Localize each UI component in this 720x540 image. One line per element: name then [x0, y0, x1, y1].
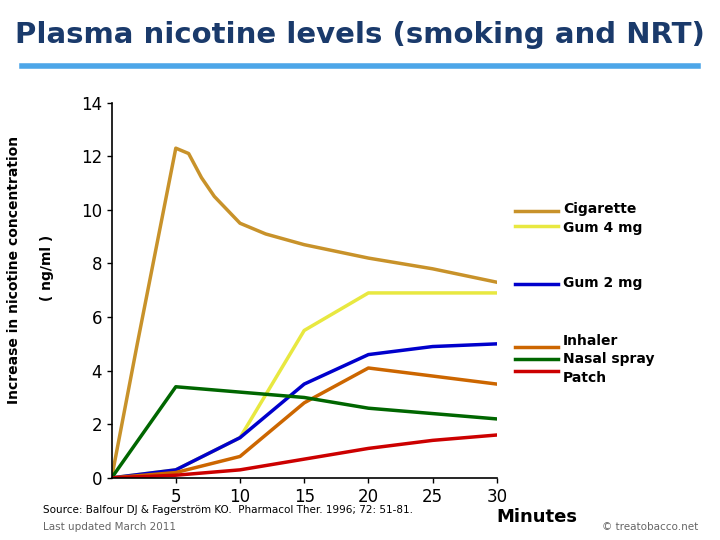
Text: Minutes: Minutes [497, 508, 578, 526]
Text: Source: Balfour DJ & Fagerström KO.  Pharmacol Ther. 1996; 72: 51-81.: Source: Balfour DJ & Fagerström KO. Phar… [43, 505, 413, 515]
Text: Increase in nicotine concentration: Increase in nicotine concentration [7, 136, 22, 404]
Text: Last updated March 2011: Last updated March 2011 [43, 522, 176, 531]
Text: Inhaler
Nasal spray
Patch: Inhaler Nasal spray Patch [563, 334, 654, 384]
Text: ( ng/ml ): ( ng/ml ) [40, 234, 54, 306]
Text: Cigarette
Gum 4 mg: Cigarette Gum 4 mg [563, 202, 642, 235]
Text: Plasma nicotine levels (smoking and NRT): Plasma nicotine levels (smoking and NRT) [15, 21, 705, 49]
Text: Gum 2 mg: Gum 2 mg [563, 276, 642, 291]
Text: © treatobacco.net: © treatobacco.net [602, 522, 698, 531]
